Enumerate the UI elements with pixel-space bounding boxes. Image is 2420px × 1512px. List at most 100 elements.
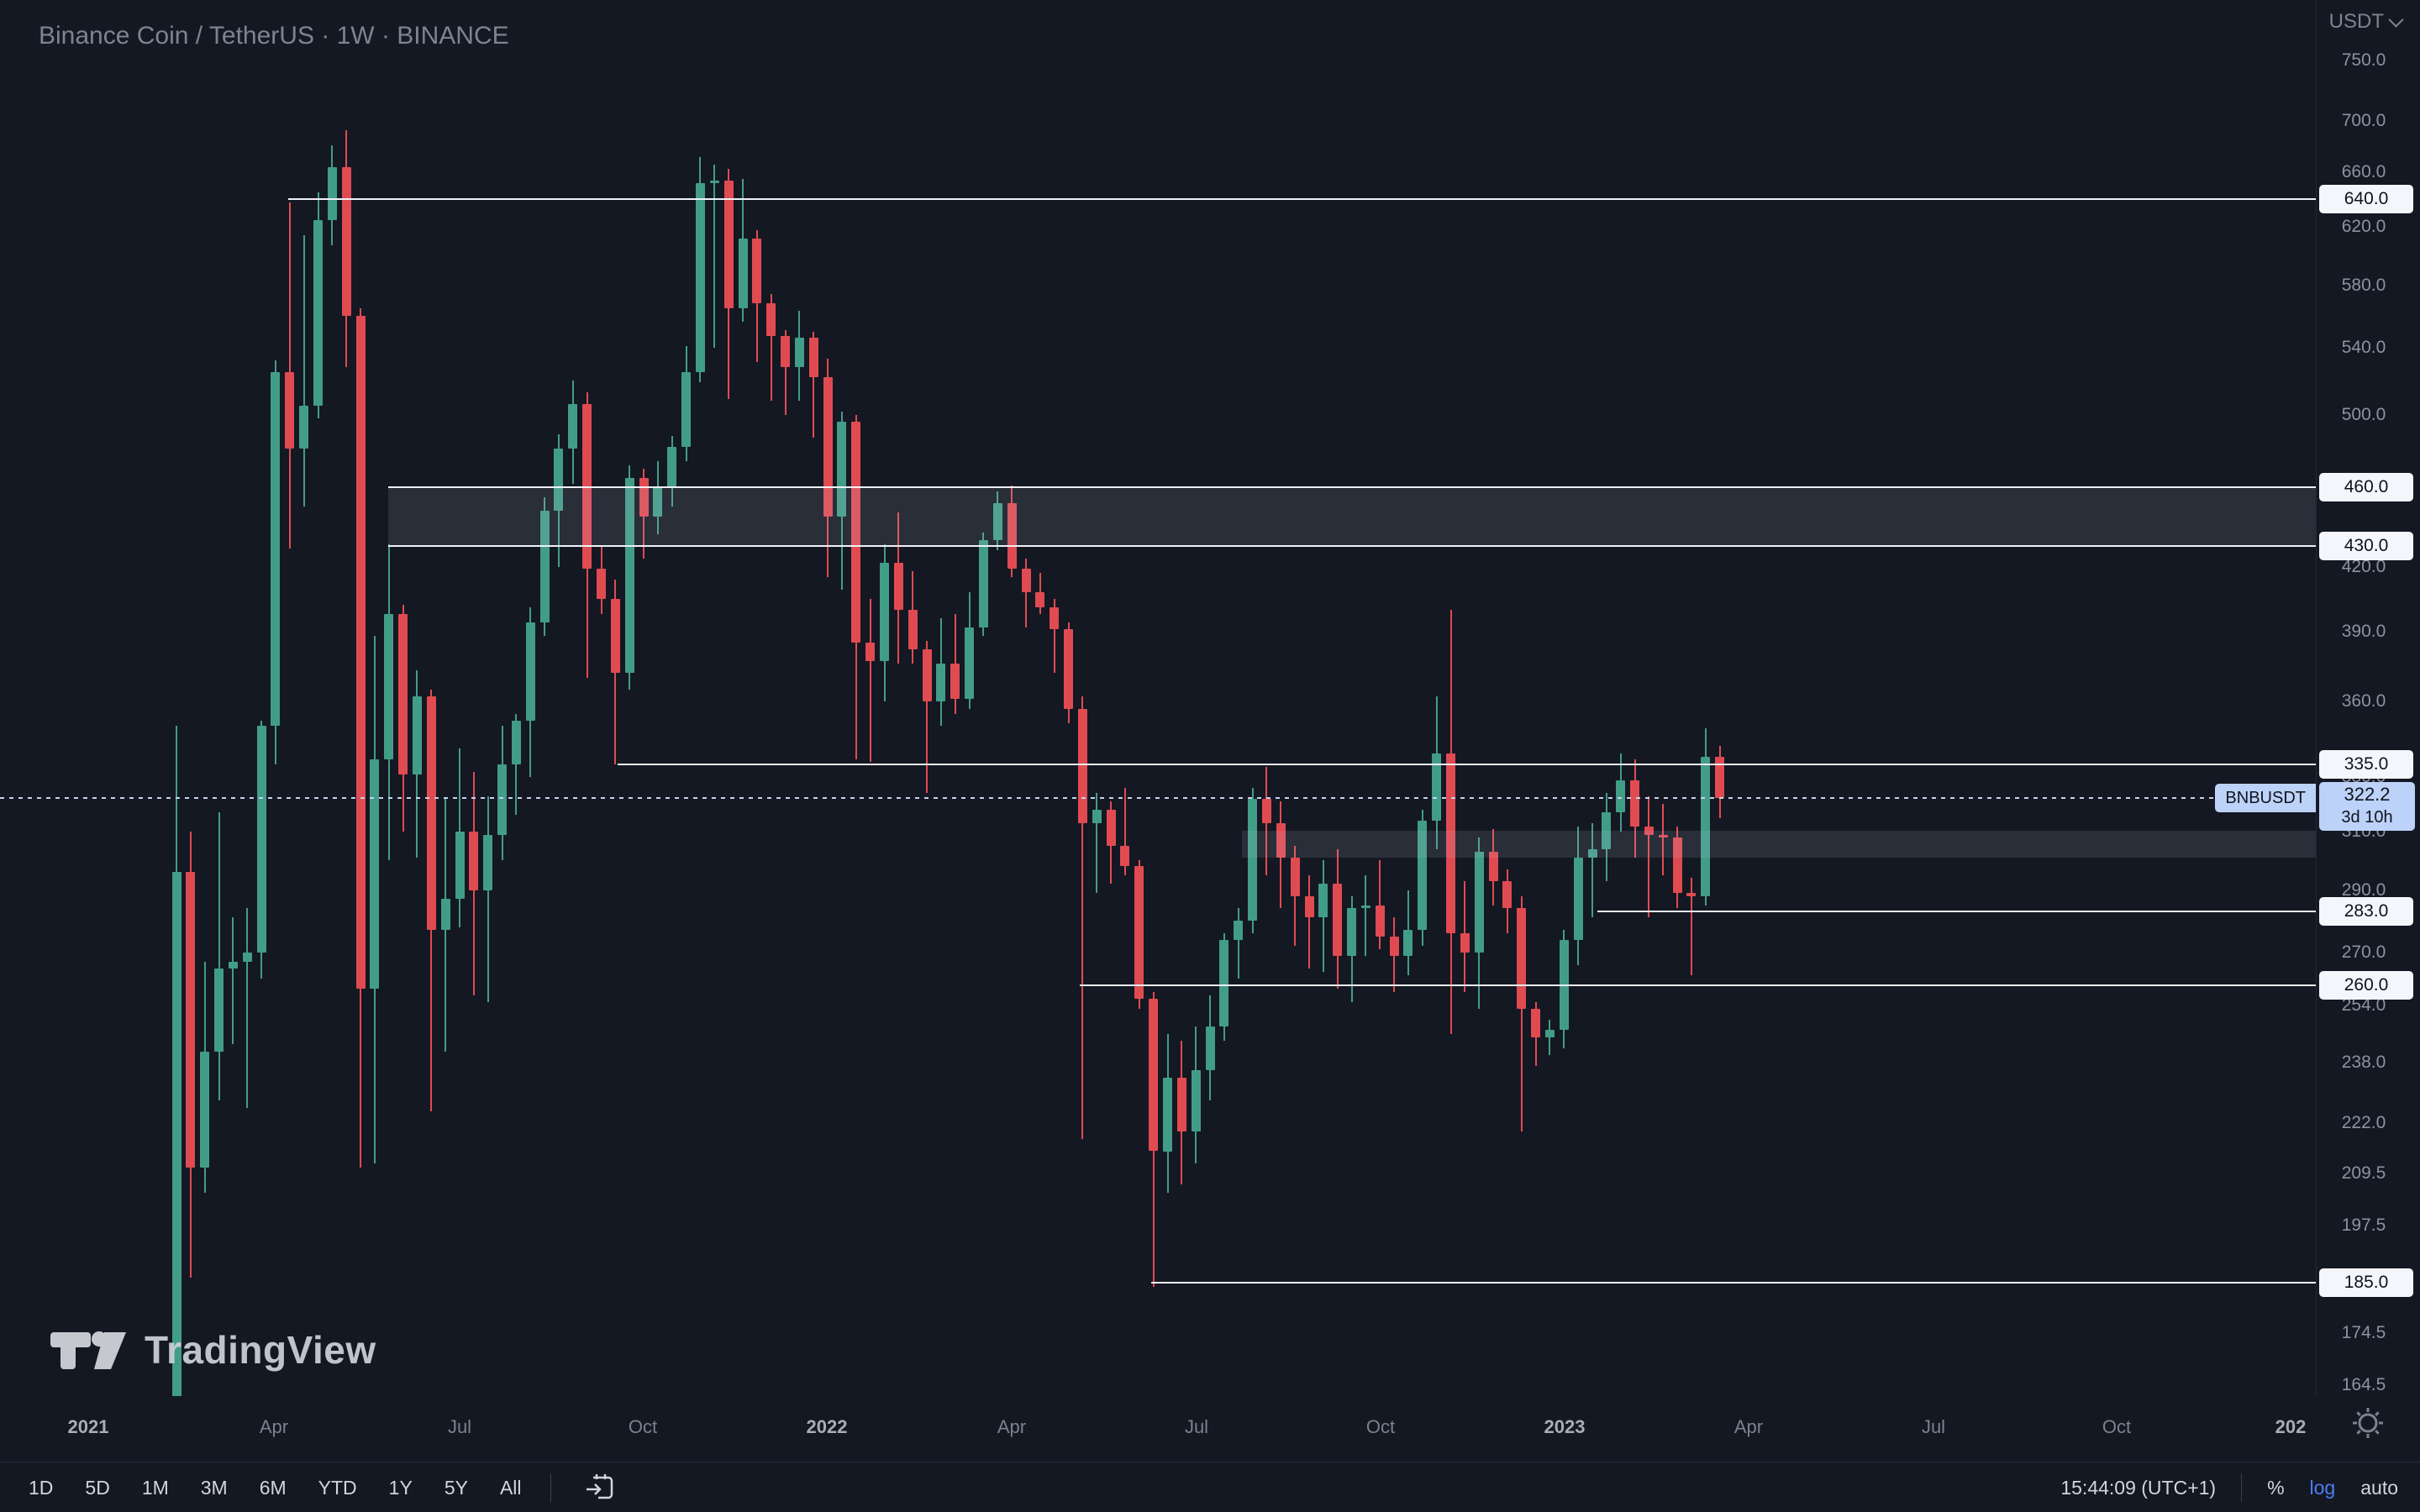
time-axis-label: Apr bbox=[259, 1416, 289, 1437]
range-button-ytd[interactable]: YTD bbox=[318, 1476, 357, 1499]
candle-body bbox=[978, 540, 988, 627]
candle-body bbox=[200, 1051, 210, 1168]
time-axis-label: Jul bbox=[447, 1416, 472, 1437]
candle-body bbox=[1616, 780, 1626, 813]
tradingview-logo[interactable]: TradingView bbox=[49, 1326, 376, 1374]
price-level-label: 430.0 bbox=[2319, 532, 2413, 561]
candle-body bbox=[851, 422, 861, 643]
price-level-label: 460.0 bbox=[2319, 473, 2413, 502]
price-tick: 420.0 bbox=[2341, 556, 2386, 576]
time-axis-label: Jul bbox=[1921, 1416, 1946, 1437]
candle-body bbox=[667, 446, 677, 488]
range-button-5y[interactable]: 5Y bbox=[444, 1476, 468, 1499]
price-level-label: 260.0 bbox=[2319, 971, 2413, 1000]
time-axis[interactable]: 2021 Apr Jul Oct 2022 Apr Jul Oct 2023 Apr Jul Oct 2… bbox=[0, 1396, 2420, 1462]
candle-body bbox=[823, 376, 833, 517]
candle-body bbox=[341, 167, 351, 316]
candle-wick bbox=[784, 329, 786, 415]
range-button-all[interactable]: All bbox=[499, 1476, 522, 1499]
gear-icon[interactable] bbox=[2349, 1404, 2386, 1441]
candle-body bbox=[1360, 905, 1370, 909]
log-scale-button[interactable]: log bbox=[2309, 1476, 2336, 1499]
price-level-line bbox=[288, 198, 2316, 201]
candle-body bbox=[908, 609, 918, 650]
candle-body bbox=[412, 696, 422, 775]
candle-body bbox=[639, 478, 649, 517]
price-tick: 254.0 bbox=[2341, 995, 2386, 1016]
price-tick: 197.5 bbox=[2341, 1215, 2386, 1235]
candle-wick bbox=[232, 917, 234, 1045]
current-price-line bbox=[0, 797, 2316, 800]
chart-title[interactable]: Binance Coin / TetherUS · 1W · BINANCE bbox=[39, 22, 509, 50]
range-button-1m[interactable]: 1M bbox=[141, 1476, 169, 1499]
current-price-value: 322.2 bbox=[2344, 784, 2391, 806]
currency-selector[interactable]: USDT bbox=[2329, 10, 2404, 34]
range-button-3m[interactable]: 3M bbox=[200, 1476, 228, 1499]
time-axis-label: Oct bbox=[1365, 1416, 1396, 1437]
price-tick: 222.0 bbox=[2341, 1113, 2386, 1133]
candle-body bbox=[752, 238, 762, 304]
go-to-date-button[interactable] bbox=[583, 1473, 617, 1503]
candle-body bbox=[426, 696, 436, 931]
price-tick: 270.0 bbox=[2341, 942, 2386, 962]
candle-body bbox=[1163, 1077, 1172, 1152]
candle-body bbox=[1701, 756, 1711, 896]
candle-body bbox=[922, 649, 932, 701]
time-axis-label: 2021 bbox=[67, 1416, 109, 1437]
percent-scale-button[interactable]: % bbox=[2267, 1476, 2285, 1499]
candle-wick bbox=[1379, 860, 1381, 950]
time-axis-label: Apr bbox=[1733, 1416, 1764, 1437]
price-tick: 750.0 bbox=[2341, 50, 2386, 71]
candle-body bbox=[582, 404, 592, 570]
candle-body bbox=[1077, 708, 1087, 824]
candle-body bbox=[511, 721, 521, 764]
candle-body bbox=[1007, 502, 1017, 570]
auto-scale-button[interactable]: auto bbox=[2360, 1476, 2398, 1499]
candle-wick bbox=[1025, 559, 1027, 627]
candle-body bbox=[1474, 852, 1484, 953]
candle-body bbox=[285, 372, 295, 449]
range-button-6m[interactable]: 6M bbox=[259, 1476, 287, 1499]
candle-wick bbox=[869, 598, 871, 762]
candle-body bbox=[709, 180, 719, 183]
candle-body bbox=[1248, 798, 1258, 921]
chart-canvas[interactable]: BNBUSDT bbox=[0, 0, 2316, 1396]
candle-body bbox=[256, 726, 266, 953]
candle-body bbox=[1092, 809, 1102, 824]
price-level-label: 640.0 bbox=[2319, 185, 2413, 214]
candle-body bbox=[1531, 1009, 1541, 1037]
candle-body bbox=[781, 336, 791, 368]
time-axis-label: 2022 bbox=[806, 1416, 848, 1437]
candle-body bbox=[880, 562, 889, 662]
candle-body bbox=[1134, 866, 1144, 1000]
candle-body bbox=[1021, 569, 1031, 592]
candle-body bbox=[766, 303, 776, 337]
range-button-5d[interactable]: 5D bbox=[85, 1476, 110, 1499]
candle-body bbox=[186, 872, 196, 1168]
candle-body bbox=[228, 962, 238, 969]
range-button-1y[interactable]: 1Y bbox=[388, 1476, 413, 1499]
time-axis-label: Oct bbox=[628, 1416, 658, 1437]
price-tick: 360.0 bbox=[2341, 691, 2386, 711]
price-axis[interactable]: 750.0 700.0 660.0 620.0 580.0 540.0 500.0 420.0… bbox=[2316, 0, 2420, 1396]
candle-body bbox=[1403, 930, 1413, 956]
candle-body bbox=[242, 952, 252, 963]
candle-body bbox=[1191, 1069, 1201, 1131]
candle-body bbox=[808, 338, 818, 377]
candle-body bbox=[525, 622, 535, 722]
range-button-1d[interactable]: 1D bbox=[29, 1476, 54, 1499]
candle-wick bbox=[770, 294, 772, 402]
candle-wick bbox=[1081, 696, 1084, 1140]
clock[interactable]: 15:44:09 (UTC+1) bbox=[2060, 1476, 2217, 1499]
candle-body bbox=[1261, 798, 1271, 824]
candle-wick bbox=[1520, 895, 1523, 1131]
candle-body bbox=[554, 448, 564, 511]
candle-body bbox=[1587, 848, 1597, 858]
current-price-label: 322.2 3d 10h bbox=[2319, 782, 2415, 832]
tradingview-logo-text: TradingView bbox=[145, 1328, 376, 1372]
candle-body bbox=[794, 338, 804, 368]
candle-wick bbox=[1308, 874, 1310, 969]
candle-body bbox=[1375, 905, 1385, 937]
candle-body bbox=[1446, 753, 1455, 934]
